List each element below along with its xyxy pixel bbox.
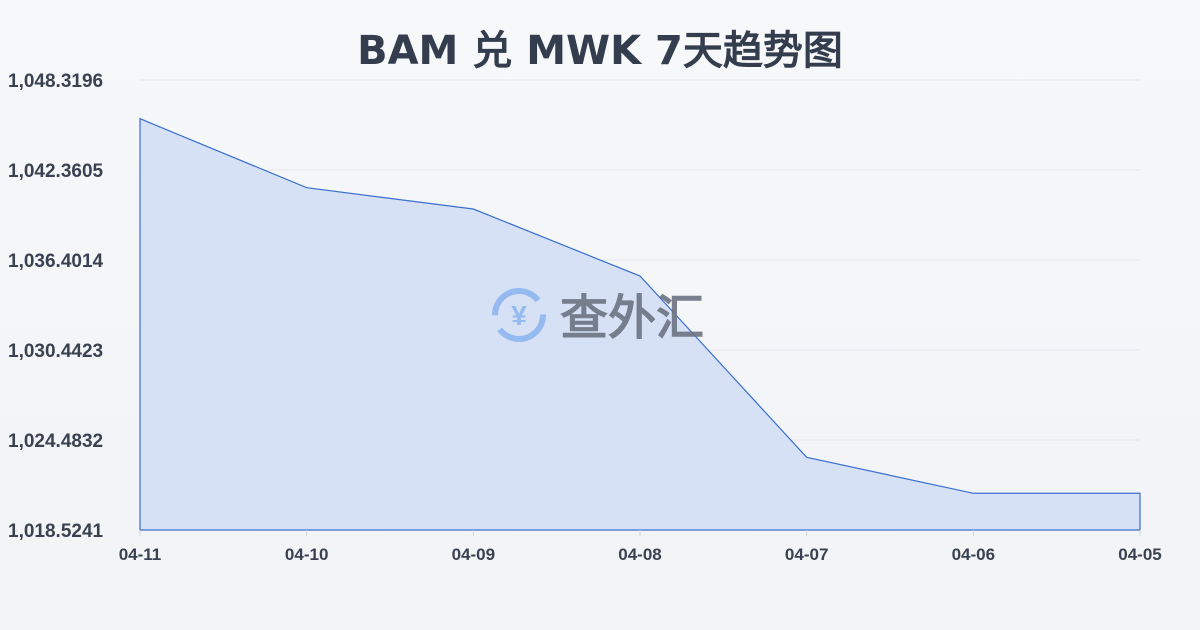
y-tick-label: 1,030.4423 <box>8 341 103 362</box>
x-tick-label: 04-08 <box>618 545 661 564</box>
x-tick-label: 04-05 <box>1118 545 1161 564</box>
y-tick-label: 1,042.3605 <box>8 161 104 182</box>
y-tick-label: 1,024.4832 <box>8 431 103 452</box>
yen-exchange-icon: ¥ <box>492 288 546 342</box>
x-tick-label: 04-09 <box>452 545 495 564</box>
x-tick-label: 04-10 <box>285 545 328 564</box>
svg-text:¥: ¥ <box>511 300 527 331</box>
series-area <box>139 117 1141 531</box>
x-tick-label: 04-11 <box>119 545 162 564</box>
y-tick-label: 1,036.4014 <box>8 251 104 272</box>
watermark-text: 查外汇 <box>560 290 704 346</box>
watermark: ¥ 查外汇 <box>492 288 704 346</box>
x-tick-label: 04-06 <box>952 545 995 564</box>
x-tick-label: 04-07 <box>785 545 828 564</box>
y-tick-label: 1,048.3196 <box>8 71 103 92</box>
chart-title: BAM 兑 MWK 7天趋势图 <box>357 28 843 74</box>
y-tick-label: 1,018.5241 <box>8 521 104 542</box>
